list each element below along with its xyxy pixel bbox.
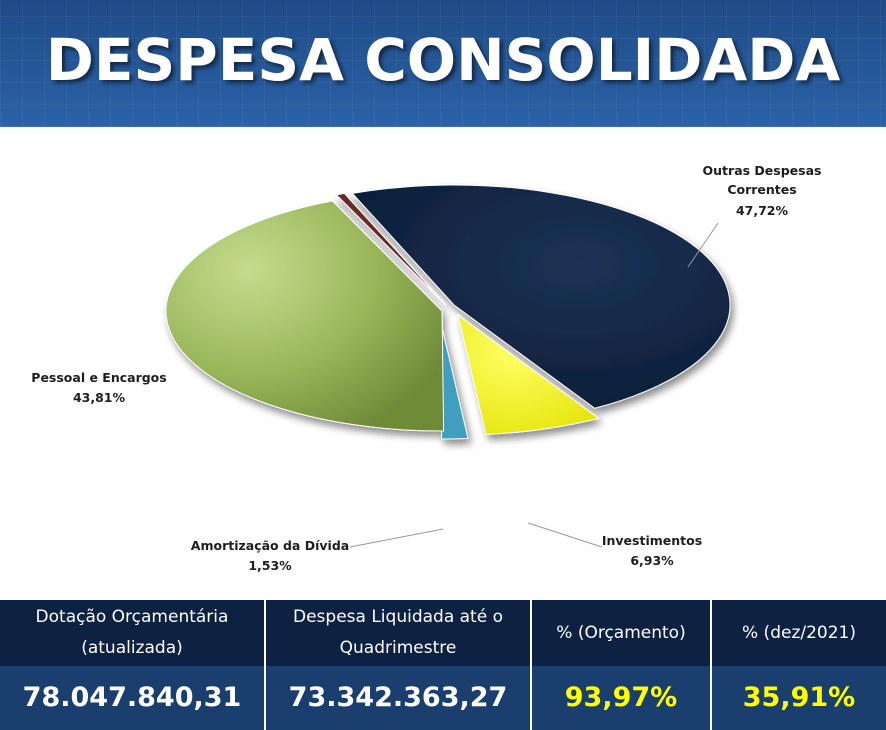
- header-pct-orcamento-text: % (Orçamento): [556, 623, 686, 643]
- header-despesa-liquidada: Despesa Liquidada até o Quadrimestre: [266, 600, 530, 666]
- leader-line-amortizacao: [349, 528, 444, 548]
- title-banner: DESPESA CONSOLIDADA: [0, 0, 886, 127]
- header-dotacao-line2: (atualizada): [81, 638, 183, 658]
- label-outras-line2: Correntes: [727, 182, 796, 197]
- header-pct-dez2021: % (dez/2021): [712, 600, 886, 666]
- page-title: DESPESA CONSOLIDADA: [45, 26, 841, 94]
- header-dotacao-line1: Dotação Orçamentária: [35, 607, 229, 627]
- header-pct-dez2021-text: % (dez/2021): [742, 623, 856, 643]
- column-divider: [530, 600, 532, 730]
- header-dotacao: Dotação Orçamentária (atualizada): [0, 600, 264, 666]
- label-outras-value: 47,72%: [736, 203, 789, 218]
- label-investimentos: Investimentos: [602, 533, 702, 548]
- value-dotacao: 78.047.840,31: [0, 666, 264, 730]
- banner-grid-pattern: [0, 0, 886, 127]
- column-divider: [264, 600, 266, 730]
- label-pessoal-value: 43,81%: [73, 390, 126, 405]
- pie-chart: Outras Despesas Correntes 47,72% Investi…: [31, 163, 822, 573]
- leader-line-outras: [687, 222, 719, 268]
- slice-outros-pequeno: [335, 192, 447, 306]
- slice-pessoal-encargos: [165, 200, 445, 432]
- label-outras-line1: Outras Despesas: [703, 163, 822, 178]
- label-pessoal: Pessoal e Encargos: [31, 370, 166, 385]
- value-pct-dez2021: 35,91%: [712, 666, 886, 730]
- column-divider: [710, 600, 712, 730]
- header-despesa-line1: Despesa Liquidada até o: [293, 607, 503, 627]
- value-pct-orcamento: 93,97%: [532, 666, 710, 730]
- label-investimentos-value: 6,93%: [630, 553, 674, 568]
- label-amortizacao: Amortização da Dívida: [191, 538, 349, 553]
- slice-amortizacao: [439, 318, 469, 440]
- label-amortizacao-value: 1,53%: [248, 558, 292, 573]
- header-despesa-line2: Quadrimestre: [339, 638, 457, 658]
- value-despesa-liquidada: 73.342.363,27: [266, 666, 530, 730]
- summary-table: Dotação Orçamentária (atualizada) Despes…: [0, 600, 886, 730]
- header-pct-orcamento: % (Orçamento): [532, 600, 710, 666]
- slice-investimentos: [457, 313, 600, 435]
- leader-line-investimentos: [527, 522, 603, 548]
- slice-outras-despesas: [351, 184, 731, 409]
